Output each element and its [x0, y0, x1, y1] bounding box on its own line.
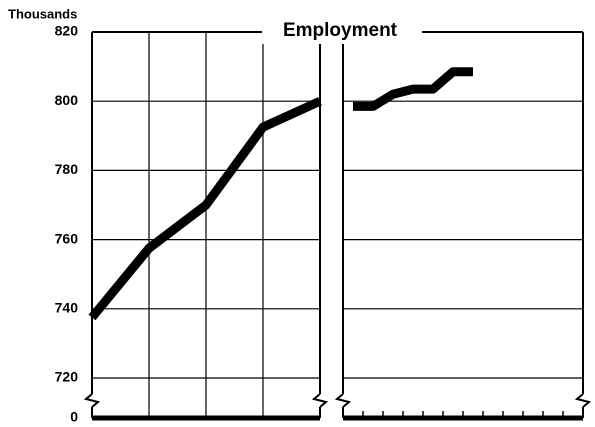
y-tick-label: 820: [55, 23, 79, 39]
y-tick-label: 740: [55, 300, 79, 316]
y-tick-label: 760: [55, 230, 79, 246]
y-tick-label: 0: [70, 409, 78, 425]
axis-break: [334, 393, 352, 408]
grid: [92, 32, 583, 418]
axis-break: [311, 393, 329, 408]
y-axis-label: Thousands: [8, 6, 77, 21]
data-line: [353, 67, 473, 111]
data-line: [88, 97, 322, 321]
axis-break: [574, 393, 592, 408]
y-tick-label: 720: [55, 369, 79, 385]
chart-title: Employment: [283, 20, 398, 41]
axis-break: [83, 393, 101, 408]
title-background: [262, 18, 422, 44]
y-tick-label: 800: [55, 92, 79, 108]
frames: [83, 31, 592, 421]
y-tick-label: 780: [55, 161, 79, 177]
